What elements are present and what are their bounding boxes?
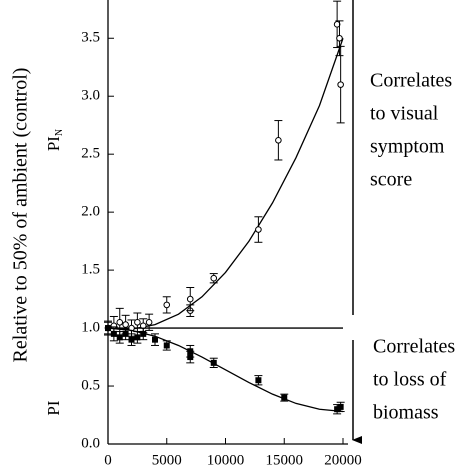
- data-point: [275, 136, 282, 144]
- series-label-main: PI: [44, 400, 63, 415]
- annotation: to visual: [370, 103, 439, 125]
- x-tick-label: 5000: [152, 452, 182, 468]
- data-point: [255, 377, 262, 384]
- data-point: [334, 406, 341, 413]
- series-label-sub: N: [54, 129, 65, 136]
- data-point: [116, 318, 124, 326]
- data-point: [255, 226, 262, 233]
- data-point: [186, 295, 194, 303]
- data-point: [210, 359, 217, 366]
- x-tick-label: 10000: [207, 452, 245, 468]
- data-point: [134, 334, 141, 341]
- data-point: [134, 318, 141, 326]
- series-label: PI: [44, 400, 63, 415]
- y-tick-label: 2.0: [81, 204, 100, 220]
- y-tick-label: 1.5: [81, 262, 100, 278]
- y-tick-label: 0.5: [81, 377, 100, 393]
- x-tick-label: 15000: [266, 452, 304, 468]
- data-point: [140, 330, 147, 337]
- annotation: symptom: [370, 136, 445, 158]
- data-point: [163, 301, 171, 309]
- data-point: [152, 336, 158, 343]
- y-axis-label: Relative to 50% of ambient (control): [10, 68, 32, 363]
- data-point: [336, 34, 343, 42]
- series-label: PIN: [44, 129, 65, 151]
- data-point: [337, 403, 344, 410]
- y-tick-label: 3.0: [81, 88, 100, 104]
- fit-curve: [107, 38, 344, 330]
- annotation: biomass: [373, 402, 439, 424]
- data-point: [145, 318, 153, 326]
- data-point: [122, 330, 129, 337]
- data-point: [110, 330, 117, 337]
- data-point: [281, 394, 288, 401]
- fit-curve: [107, 327, 344, 413]
- data-point: [163, 342, 170, 349]
- series-label-main: PI: [44, 136, 63, 151]
- y-tick-label: 0.0: [81, 435, 100, 451]
- data-point: [105, 325, 111, 332]
- x-tick-label: 0: [104, 452, 112, 468]
- annotation: Correlates: [370, 70, 452, 92]
- annotation: Correlates: [373, 336, 455, 358]
- data-point: [128, 336, 135, 343]
- annotation: score: [370, 169, 412, 191]
- data-point: [210, 274, 218, 282]
- data-point: [187, 354, 194, 361]
- x-tick-label: 20000: [324, 452, 362, 468]
- y-tick-label: 2.5: [81, 146, 100, 162]
- annotation: to loss of: [373, 369, 447, 391]
- data-point: [122, 321, 129, 328]
- y-tick-label: 1.0: [81, 320, 100, 336]
- data-point: [116, 334, 123, 341]
- data-point: [337, 81, 344, 88]
- y-tick-label: 3.5: [81, 30, 100, 46]
